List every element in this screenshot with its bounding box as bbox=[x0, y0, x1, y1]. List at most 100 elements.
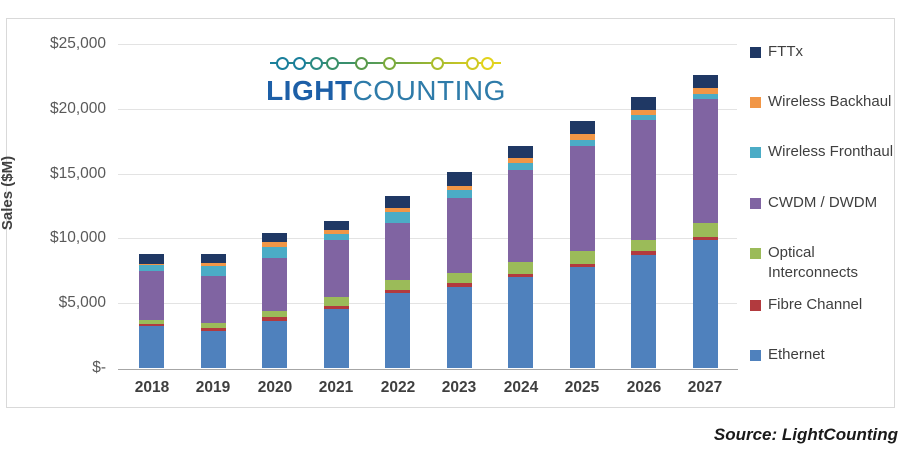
bar-segment-2027-wireless-backhaul bbox=[693, 88, 718, 94]
bar-segment-2023-wireless-backhaul bbox=[447, 186, 472, 190]
y-tick-label: $25,000 bbox=[49, 35, 106, 52]
logo-dot-icon bbox=[293, 57, 306, 70]
bar-segment-2027-cwdm-dwdm bbox=[693, 99, 718, 223]
source-note: Source: LightCounting bbox=[713, 425, 898, 444]
bar-segment-2018-optical-interconnects bbox=[139, 320, 164, 324]
legend-swatch-icon bbox=[750, 350, 761, 361]
legend-swatch-icon bbox=[750, 248, 761, 259]
bar-segment-2018-cwdm-dwdm bbox=[139, 271, 164, 320]
bar-segment-2024-ethernet bbox=[508, 277, 533, 368]
logo-dot-icon bbox=[431, 57, 444, 70]
bar-segment-2021-fttx bbox=[324, 221, 349, 230]
logo-text-counting: COUNTING bbox=[352, 75, 506, 106]
bar-segment-2020-optical-interconnects bbox=[262, 311, 287, 317]
x-tick-label-2025: 2025 bbox=[564, 379, 600, 396]
bar-segment-2025-wireless-fronthaul bbox=[570, 140, 595, 146]
y-axis-title: Sales ($M) bbox=[0, 155, 16, 231]
legend-swatch-icon bbox=[750, 198, 761, 209]
legend-label: FTTx bbox=[768, 43, 803, 60]
bar-segment-2026-optical-interconnects bbox=[631, 240, 656, 251]
legend-item-ethernet: Ethernet bbox=[750, 345, 898, 365]
logo-dot-icon bbox=[481, 57, 494, 70]
x-tick-label-2019: 2019 bbox=[195, 379, 231, 396]
bar-segment-2020-wireless-fronthaul bbox=[262, 247, 287, 258]
bar-segment-2026-wireless-fronthaul bbox=[631, 115, 656, 120]
y-tick-label: $5,000 bbox=[58, 294, 106, 311]
bar-segment-2021-optical-interconnects bbox=[324, 297, 349, 306]
legend-label: Wireless Fronthaul bbox=[768, 143, 894, 160]
legend-item-wireless-fronthaul: Wireless Fronthaul bbox=[750, 142, 898, 162]
gridline-10000 bbox=[118, 238, 737, 239]
legend-swatch-icon bbox=[750, 47, 761, 58]
bar-segment-2026-wireless-backhaul bbox=[631, 110, 656, 115]
bar-segment-2027-optical-interconnects bbox=[693, 223, 718, 237]
legend-item-wireless-backhaul: Wireless Backhaul bbox=[750, 92, 898, 112]
logo-text-light: LIGHT bbox=[266, 75, 353, 106]
legend-item-fibre-channel: Fibre Channel bbox=[750, 295, 898, 315]
bar-segment-2023-fttx bbox=[447, 172, 472, 186]
bar-segment-2025-wireless-backhaul bbox=[570, 134, 595, 140]
y-tick-label: $15,000 bbox=[49, 165, 106, 182]
lightcounting-logo: LIGHTCOUNTING bbox=[266, 52, 506, 107]
bar-segment-2024-wireless-backhaul bbox=[508, 158, 533, 163]
y-tick-label: $- bbox=[92, 359, 106, 376]
legend-swatch-icon bbox=[750, 300, 761, 311]
legend-label: CWDM / DWDM bbox=[768, 194, 878, 211]
bar-segment-2019-ethernet bbox=[201, 331, 226, 368]
legend-label: Fibre Channel bbox=[768, 296, 863, 313]
bar-segment-2022-optical-interconnects bbox=[385, 280, 410, 290]
bar-segment-2019-wireless-fronthaul bbox=[201, 266, 226, 276]
bar-segment-2020-fibre-channel bbox=[262, 317, 287, 321]
gridline-25000 bbox=[118, 44, 737, 45]
bar-segment-2026-fttx bbox=[631, 97, 656, 110]
bar-segment-2023-cwdm-dwdm bbox=[447, 198, 472, 273]
bar-segment-2024-fttx bbox=[508, 146, 533, 158]
bar-segment-2025-ethernet bbox=[570, 267, 595, 368]
bar-segment-2021-wireless-backhaul bbox=[324, 230, 349, 234]
gridline-15000 bbox=[118, 174, 737, 175]
legend-item-cwdm-dwdm: CWDM / DWDM bbox=[750, 193, 898, 213]
bar-segment-2026-ethernet bbox=[631, 255, 656, 368]
x-tick-label-2020: 2020 bbox=[257, 379, 293, 396]
x-axis-line bbox=[118, 369, 738, 370]
logo-dot-icon bbox=[326, 57, 339, 70]
legend-label: Optical Interconnects bbox=[768, 244, 859, 281]
bar-segment-2022-cwdm-dwdm bbox=[385, 223, 410, 280]
bar-segment-2018-ethernet bbox=[139, 326, 164, 368]
x-tick-label-2026: 2026 bbox=[626, 379, 662, 396]
bar-segment-2027-wireless-fronthaul bbox=[693, 94, 718, 99]
legend-label: Wireless Backhaul bbox=[768, 93, 892, 110]
legend-swatch-icon bbox=[750, 97, 761, 108]
legend-item-optical-interconnects: Optical Interconnects bbox=[750, 243, 898, 283]
bar-segment-2026-fibre-channel bbox=[631, 251, 656, 255]
bar-segment-2022-wireless-backhaul bbox=[385, 208, 410, 212]
bar-segment-2019-cwdm-dwdm bbox=[201, 276, 226, 323]
bar-segment-2022-ethernet bbox=[385, 293, 410, 368]
bar-segment-2018-fibre-channel bbox=[139, 324, 164, 326]
bar-segment-2025-fibre-channel bbox=[570, 264, 595, 267]
bar-segment-2024-fibre-channel bbox=[508, 274, 533, 277]
x-tick-label-2027: 2027 bbox=[687, 379, 723, 396]
bar-segment-2024-cwdm-dwdm bbox=[508, 170, 533, 262]
y-tick-label: $10,000 bbox=[49, 229, 106, 246]
gridline-5000 bbox=[118, 303, 737, 304]
logo-dot-icon bbox=[355, 57, 368, 70]
legend-swatch-icon bbox=[750, 147, 761, 158]
bar-segment-2018-wireless-backhaul bbox=[139, 264, 164, 265]
logo-wordmark: LIGHTCOUNTING bbox=[266, 75, 506, 107]
bar-segment-2026-cwdm-dwdm bbox=[631, 120, 656, 240]
bar-segment-2021-ethernet bbox=[324, 309, 349, 368]
logo-dot-icon bbox=[310, 57, 323, 70]
bar-segment-2018-fttx bbox=[139, 254, 164, 264]
logo-dot-icon bbox=[276, 57, 289, 70]
bar-segment-2024-wireless-fronthaul bbox=[508, 163, 533, 170]
bar-segment-2024-optical-interconnects bbox=[508, 262, 533, 274]
bar-segment-2021-wireless-fronthaul bbox=[324, 234, 349, 240]
bar-segment-2023-optical-interconnects bbox=[447, 273, 472, 283]
bar-segment-2022-fttx bbox=[385, 196, 410, 208]
bar-segment-2020-wireless-backhaul bbox=[262, 242, 287, 247]
x-tick-label-2018: 2018 bbox=[134, 379, 170, 396]
gridline-20000 bbox=[118, 109, 737, 110]
bar-segment-2021-cwdm-dwdm bbox=[324, 240, 349, 297]
